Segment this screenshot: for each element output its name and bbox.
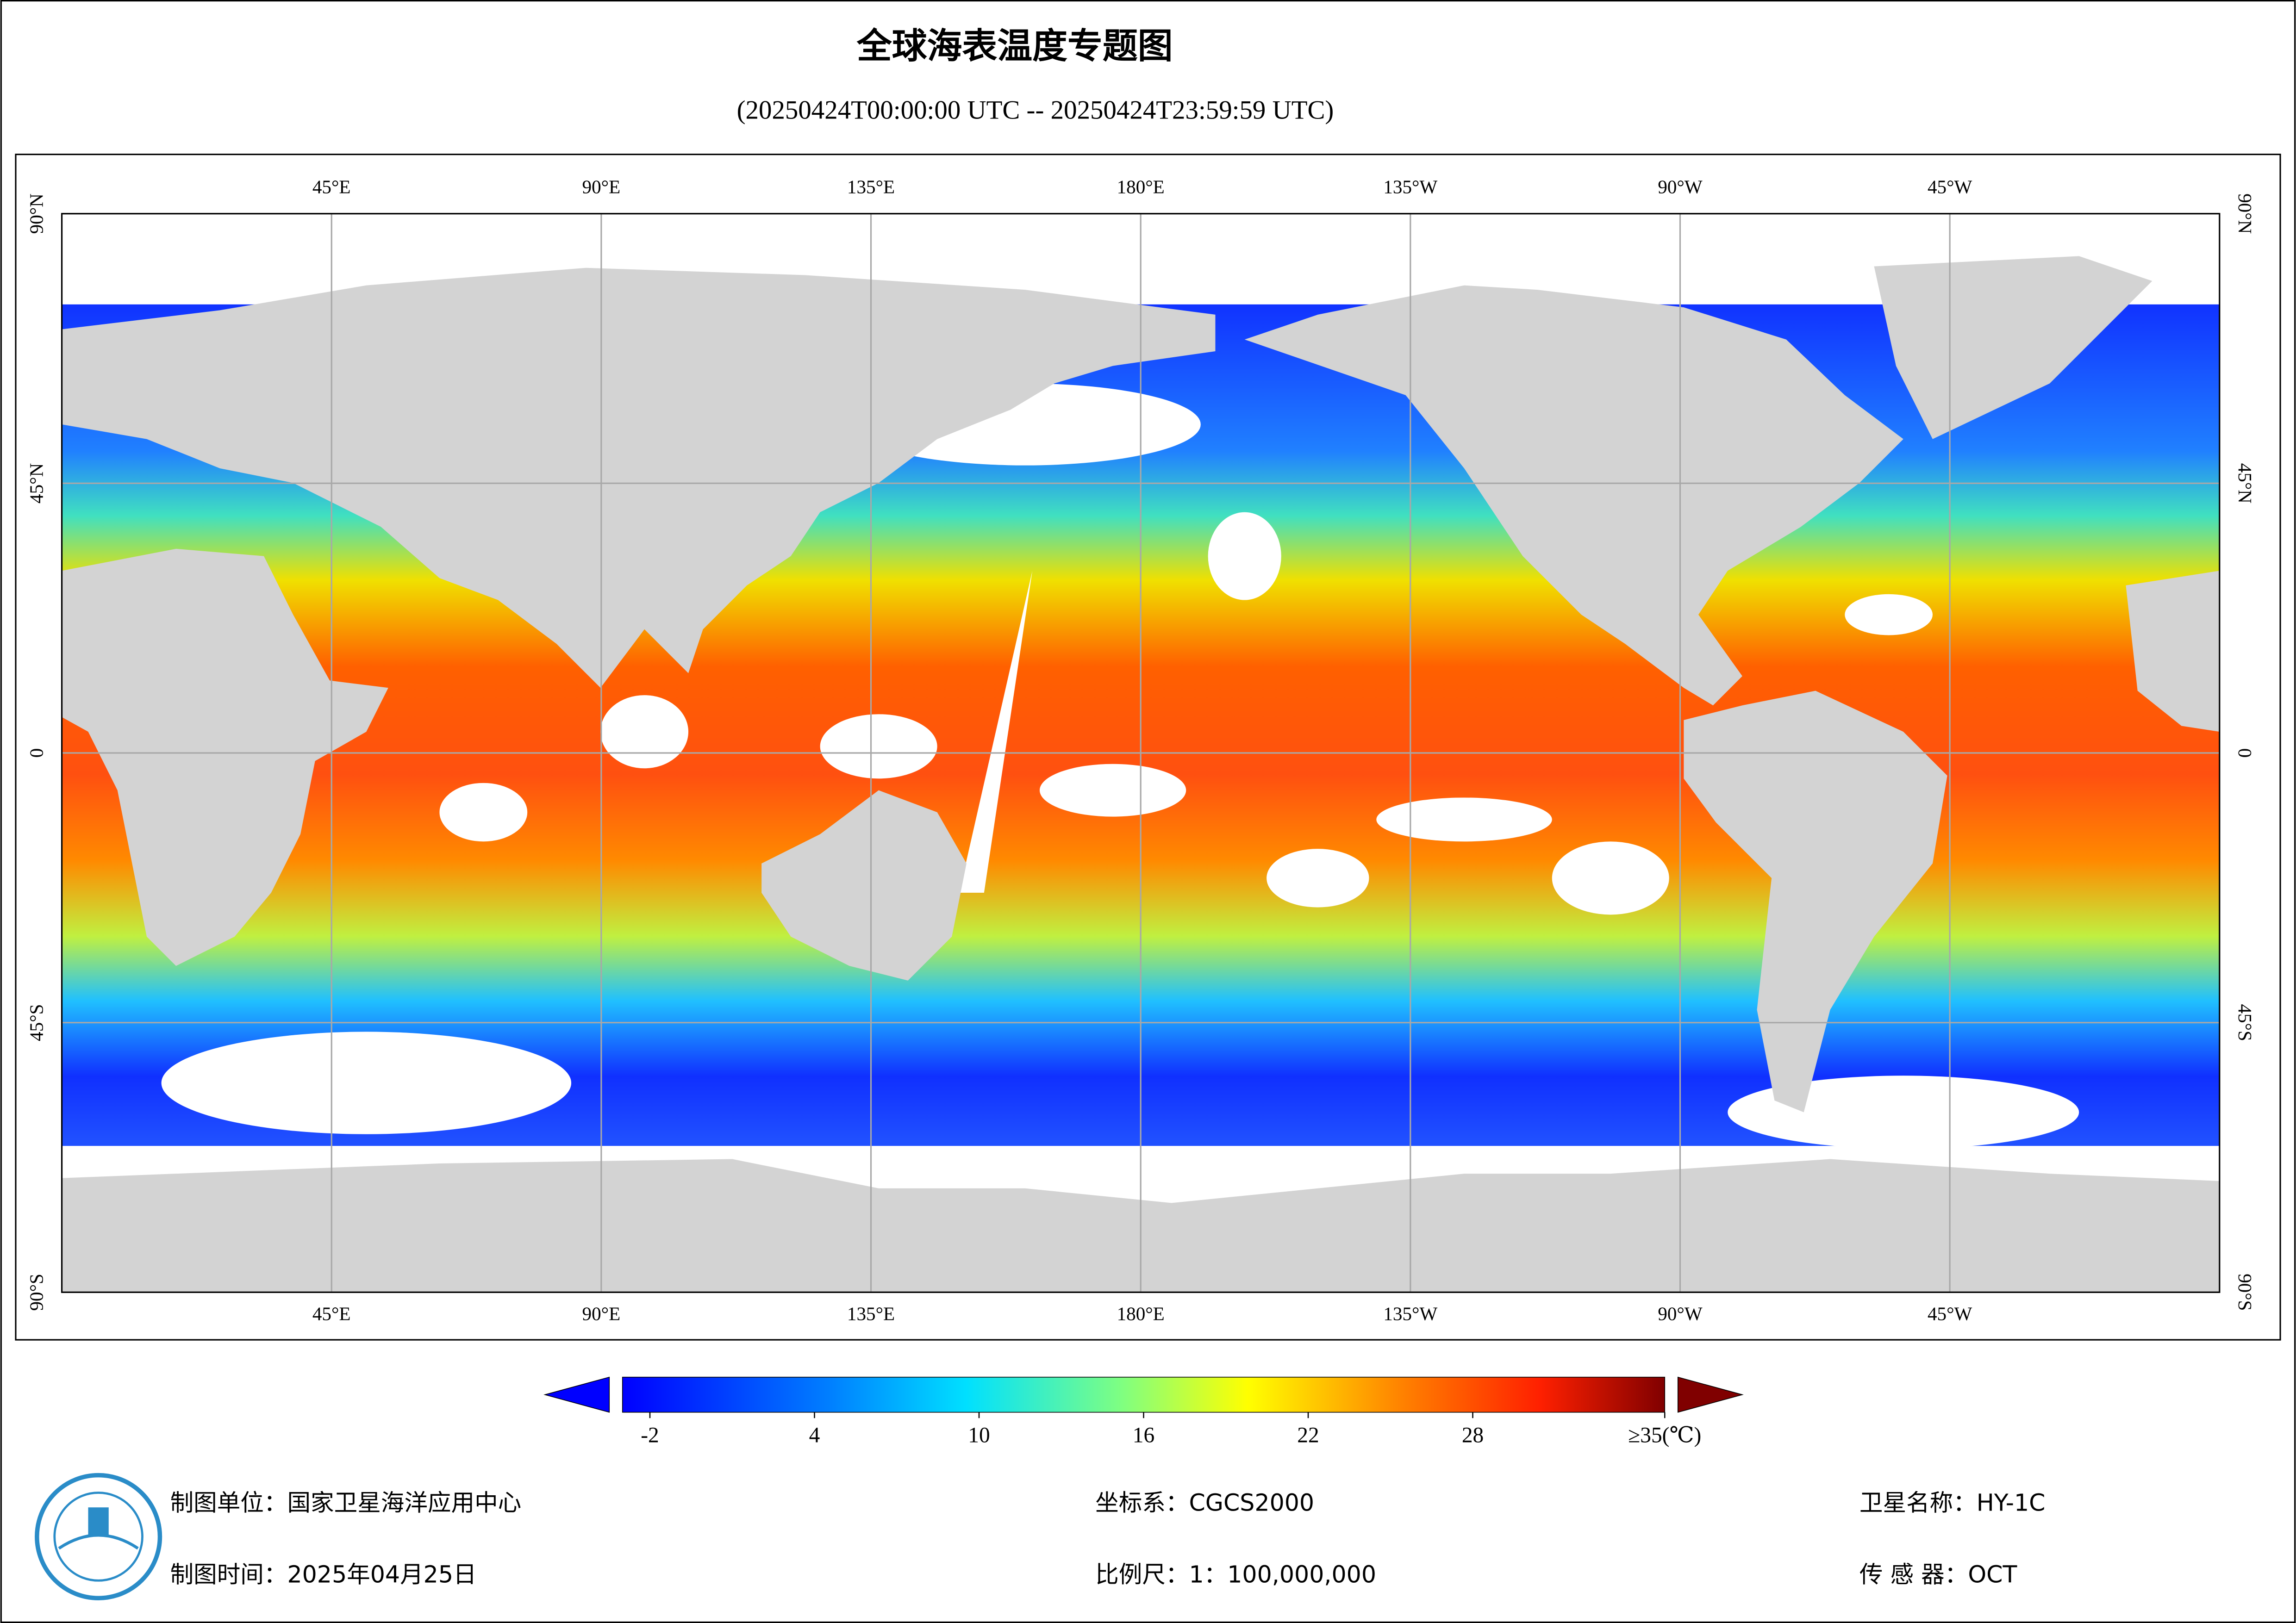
lon-label-bottom: 90°W [1658, 1303, 1703, 1324]
lat-label-right: 45°S [2234, 1004, 2256, 1041]
lat-label-right: 45°N [2234, 463, 2256, 504]
lon-label-bottom: 45°E [312, 1303, 351, 1324]
lat-label-left: 90°S [25, 1274, 47, 1311]
map [61, 213, 2221, 1293]
footer-date: 制图时间：2025年04月25日 [170, 1561, 477, 1588]
lon-label-bottom: 90°E [582, 1303, 621, 1324]
colorbar [622, 1376, 1666, 1413]
footer-sensor: 传 感 器：OCT [1859, 1561, 2018, 1588]
colorbar-over-arrow [1677, 1376, 1744, 1413]
lon-label-top: 90°E [582, 176, 621, 197]
cloud-gaps [161, 383, 2079, 1149]
colorbar-tick-label: -2 [641, 1423, 659, 1447]
colorbar-tick-label: 28 [1462, 1423, 1484, 1447]
lat-label-left: 90°N [25, 193, 47, 234]
lat-label-left: 45°N [25, 463, 47, 504]
logo [35, 1473, 162, 1600]
lat-label-left: 0 [25, 748, 47, 758]
lat-label-left: 45°S [25, 1004, 47, 1041]
lon-label-top: 135°W [1383, 176, 1437, 197]
colorbar-tick-label: 22 [1297, 1423, 1319, 1447]
lat-label-right: 90°N [2234, 193, 2256, 234]
footer-crs: 坐标系：CGCS2000 [1095, 1489, 1314, 1516]
colorbar-tick-label: ≥35(℃) [1628, 1423, 1701, 1447]
footer-unit: 制图单位：国家卫星海洋应用中心 [170, 1489, 522, 1516]
map-frame [15, 154, 2281, 1341]
lon-label-bottom: 135°E [847, 1303, 895, 1324]
map-border [61, 213, 2221, 1293]
lon-label-bottom: 45°W [1928, 1303, 1972, 1324]
lat-label-right: 0 [2234, 748, 2256, 758]
lon-label-top: 45°W [1928, 176, 1972, 197]
lon-label-bottom: 135°W [1383, 1303, 1437, 1324]
lat-label-right: 90°S [2234, 1274, 2256, 1311]
colorbar-tick-label: 4 [809, 1423, 820, 1447]
lon-label-top: 45°E [312, 176, 351, 197]
colorbar-under-arrow [543, 1376, 610, 1413]
colorbar-tick-label: 10 [968, 1423, 990, 1447]
lon-label-top: 135°E [847, 176, 895, 197]
title: 全球海表温度专题图 [856, 25, 1173, 66]
lon-label-bottom: 180°E [1117, 1303, 1165, 1324]
lon-label-top: 90°W [1658, 176, 1703, 197]
subtitle: (20250424T00:00:00 UTC -- 20250424T23:59… [737, 96, 1334, 125]
footer-scale: 比例尺：1：100,000,000 [1095, 1561, 1376, 1588]
lon-label-top: 180°E [1117, 176, 1165, 197]
colorbar-tick-label: 16 [1133, 1423, 1154, 1447]
footer-satellite: 卫星名称：HY-1C [1859, 1489, 2046, 1516]
